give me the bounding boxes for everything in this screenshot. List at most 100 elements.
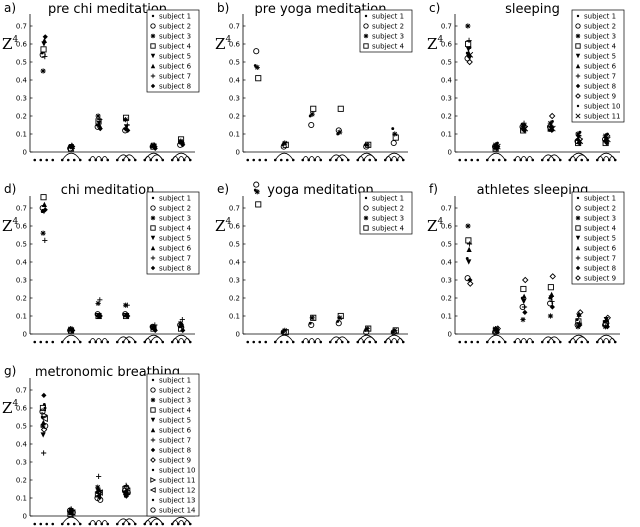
data-point bbox=[42, 38, 47, 43]
pattern-icon-2 bbox=[61, 335, 82, 343]
legend-marker bbox=[151, 398, 155, 402]
y-tick-label: 0.2 bbox=[16, 477, 27, 485]
pattern-arc bbox=[62, 335, 80, 342]
y-tick-label: 0.5 bbox=[229, 241, 240, 249]
y-tick-label: 0.5 bbox=[16, 423, 27, 431]
pattern-node bbox=[458, 159, 461, 162]
y-axis-label: Z4 bbox=[215, 35, 231, 53]
legend-entry: subject 11 bbox=[584, 113, 621, 121]
pattern-arc bbox=[275, 335, 293, 342]
pattern-icon-5 bbox=[568, 153, 589, 161]
y-tick-label: 0.5 bbox=[16, 241, 27, 249]
y-tick-label: 0.3 bbox=[229, 95, 240, 103]
pattern-node bbox=[498, 159, 501, 162]
data-point bbox=[255, 189, 260, 194]
data-point bbox=[309, 122, 314, 127]
panel-label: c) bbox=[429, 1, 440, 15]
data-point bbox=[44, 407, 47, 410]
pattern-icon-6 bbox=[596, 335, 617, 343]
pattern-node bbox=[155, 523, 158, 526]
pattern-icon-3 bbox=[301, 338, 322, 343]
y-tick-label: 0.4 bbox=[16, 441, 28, 449]
panel-g: g) metronomic breathing00.10.20.30.40.50.… bbox=[2, 364, 199, 525]
pattern-node bbox=[470, 159, 473, 162]
legend-marker bbox=[364, 216, 368, 220]
pattern-icon-3 bbox=[513, 338, 534, 343]
y-tick-label: 0.3 bbox=[16, 459, 27, 467]
data-point bbox=[391, 127, 394, 130]
pattern-node bbox=[492, 341, 495, 344]
pattern-node bbox=[280, 341, 283, 344]
y-axis-label: Z4 bbox=[2, 399, 18, 417]
y-tick-label: 0 bbox=[448, 149, 452, 157]
y-axis-label: Z4 bbox=[2, 35, 18, 53]
pattern-icon-6 bbox=[171, 153, 192, 161]
legend-entry: subject 7 bbox=[584, 73, 616, 81]
pattern-node bbox=[246, 341, 249, 344]
series-subject-1 bbox=[254, 64, 394, 146]
y-axis-label: Z4 bbox=[427, 217, 443, 235]
pattern-icon-4 bbox=[329, 337, 350, 344]
legend-entry: subject 3 bbox=[584, 215, 616, 223]
legend-entry: subject 6 bbox=[159, 427, 192, 435]
y-tick-label: 0 bbox=[236, 331, 240, 339]
legend-entry: subject 8 bbox=[584, 83, 616, 91]
panel-label: g) bbox=[4, 364, 16, 378]
data-point bbox=[521, 299, 526, 304]
y-tick-label: 0.7 bbox=[229, 23, 240, 31]
pattern-node bbox=[264, 159, 267, 162]
figure: a) pre chi meditation00.10.20.30.40.50.60… bbox=[0, 0, 640, 527]
legend-entry: subject 1 bbox=[584, 13, 616, 21]
legend-entry: subject 3 bbox=[159, 33, 191, 41]
series-subject-4 bbox=[256, 76, 399, 148]
pattern-icon-5 bbox=[143, 153, 164, 161]
data-point bbox=[524, 124, 527, 127]
legend-entry: subject 2 bbox=[372, 205, 404, 213]
panel-d: d) chi meditation 0 0.1 0.2 0.3 0.4 0.5 0.6 0.7 Z4… bbox=[2, 182, 199, 343]
data-point bbox=[41, 450, 46, 455]
pattern-icon-3 bbox=[301, 156, 322, 161]
legend-marker bbox=[576, 216, 580, 220]
legend-box bbox=[147, 374, 199, 516]
legend-entry: subject 2 bbox=[372, 23, 404, 31]
pattern-icon-3 bbox=[88, 338, 109, 343]
legend-entry: subject 8 bbox=[159, 83, 191, 91]
pattern-node bbox=[580, 159, 583, 162]
y-tick-label: 0.1 bbox=[229, 131, 240, 139]
legend-entry: subject 3 bbox=[372, 215, 404, 223]
pattern-node bbox=[155, 159, 158, 162]
legend-entry: subject 3 bbox=[159, 397, 191, 405]
data-point bbox=[466, 259, 471, 264]
pattern-icon-1 bbox=[33, 159, 54, 162]
data-point bbox=[466, 238, 471, 243]
data-point bbox=[522, 310, 527, 315]
legend-marker bbox=[364, 34, 368, 38]
legend-entry: subject 9 bbox=[159, 457, 191, 465]
legend-entry: subject 4 bbox=[584, 43, 617, 51]
pattern-icon-6 bbox=[171, 517, 192, 525]
pattern-icon-2 bbox=[274, 335, 295, 343]
data-point bbox=[551, 120, 554, 123]
y-tick-label: 0.3 bbox=[16, 277, 27, 285]
pattern-node bbox=[45, 159, 48, 162]
y-tick-label: 0.2 bbox=[16, 113, 27, 121]
y-tick-label: 0.4 bbox=[441, 259, 453, 267]
data-point bbox=[42, 238, 47, 243]
pattern-arc bbox=[275, 153, 293, 160]
y-axis-label: Z4 bbox=[215, 217, 231, 235]
pattern-node bbox=[368, 341, 371, 344]
legend-marker bbox=[152, 15, 154, 17]
panel-a: a) pre chi meditation00.10.20.30.40.50.60… bbox=[2, 1, 199, 161]
legend-marker bbox=[152, 197, 154, 199]
legend-entry: subject 1 bbox=[159, 195, 191, 203]
data-point bbox=[523, 277, 528, 282]
pattern-node bbox=[476, 159, 479, 162]
y-tick-label: 0.7 bbox=[441, 205, 452, 213]
data-point bbox=[465, 23, 470, 28]
data-point bbox=[42, 202, 47, 207]
y-tick-label: 0.3 bbox=[229, 277, 240, 285]
data-point bbox=[41, 68, 46, 73]
legend-entry: subject 8 bbox=[159, 447, 191, 455]
data-point bbox=[521, 286, 526, 291]
y-tick-label: 0.1 bbox=[16, 131, 27, 139]
